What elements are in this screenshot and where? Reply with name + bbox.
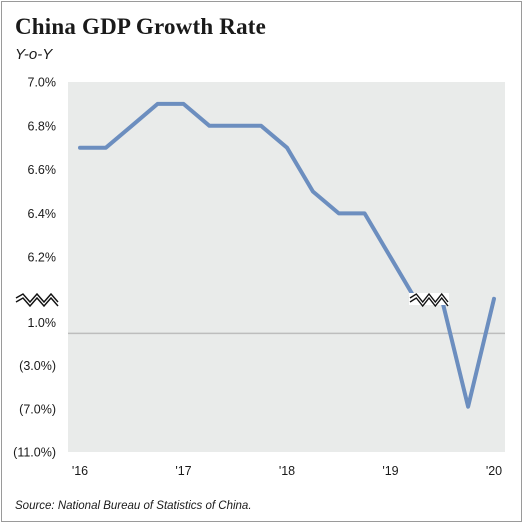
x-tick-label: '16 — [72, 464, 88, 478]
y-tick-label: 6.6% — [28, 163, 57, 177]
line-break-mark — [409, 292, 449, 304]
chart-subtitle: Y-o-Y — [15, 46, 53, 63]
series-line — [440, 296, 496, 409]
axis-break-mark — [15, 292, 59, 304]
y-tick-label: 6.4% — [28, 207, 57, 221]
y-tick-label: 1.0% — [28, 316, 57, 330]
y-tick-label: 6.8% — [28, 119, 57, 133]
x-tick-label: '19 — [382, 464, 398, 478]
y-tick-label: 7.0% — [28, 76, 57, 90]
plot-background — [68, 82, 505, 452]
line-break-mark — [409, 296, 449, 308]
y-tick-label: (11.0%) — [13, 446, 56, 460]
axis-break-mark — [15, 296, 59, 308]
x-tick-label: '17 — [175, 464, 191, 478]
series-line — [78, 101, 445, 303]
y-tick-label: (3.0%) — [19, 359, 56, 373]
source-note: Source: National Bureau of Statistics of… — [15, 500, 252, 512]
x-tick-label: '20 — [486, 464, 502, 478]
y-tick-label: 6.2% — [28, 251, 57, 265]
y-tick-label: (7.0%) — [19, 402, 56, 416]
chart-title: China GDP Growth Rate — [15, 14, 267, 39]
x-tick-label: '18 — [279, 464, 295, 478]
